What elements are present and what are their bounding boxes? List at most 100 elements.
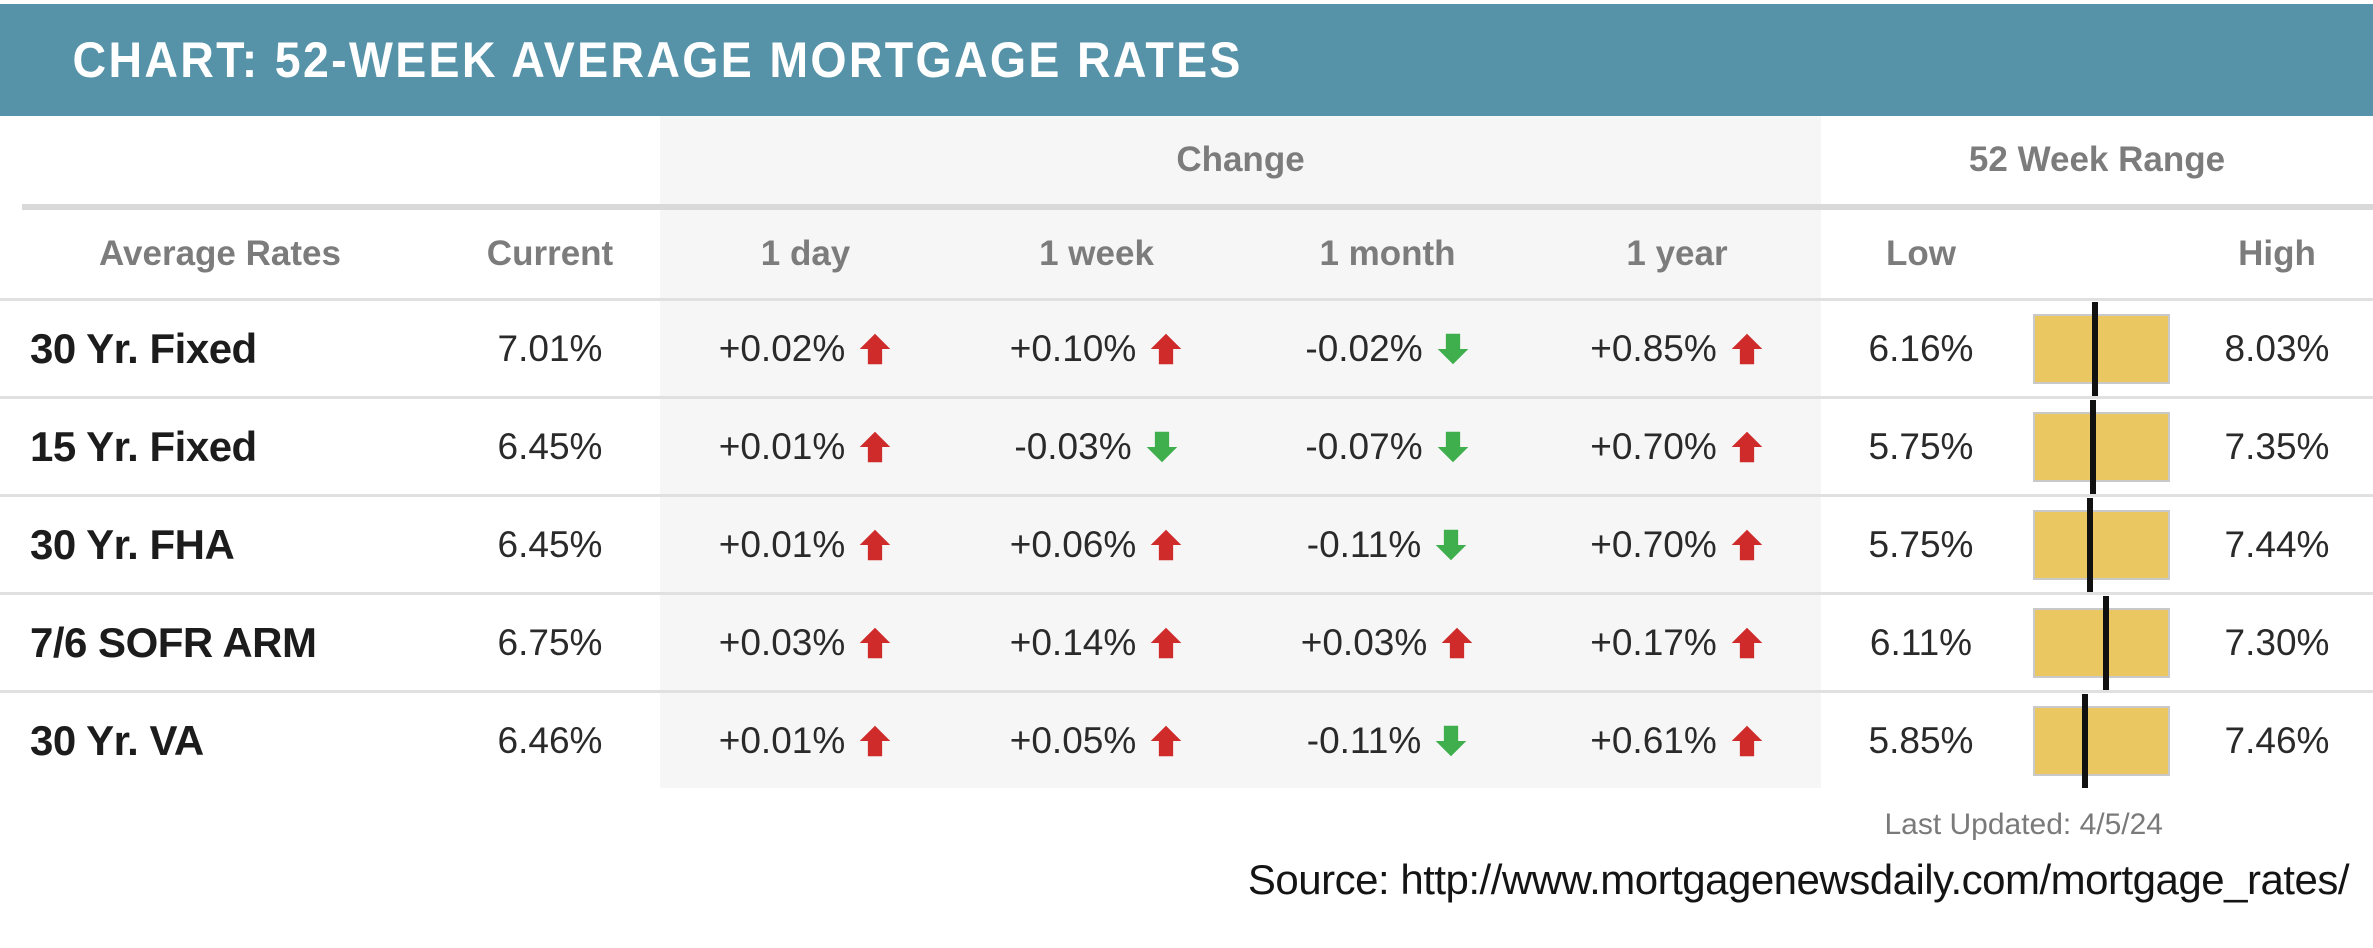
- trend-arrow-icon: [1730, 626, 1764, 660]
- range-bar-cell: [2021, 693, 2181, 788]
- range-bar: [2032, 399, 2170, 494]
- rate-name: 30 Yr. VA: [30, 716, 204, 764]
- high-value: 7.46%: [2224, 719, 2330, 761]
- table-row-30-yr-va: 30 Yr. VA 6.46% +0.01% +0.05% -0.11% +0.…: [0, 690, 2373, 788]
- header-divider: [22, 204, 2373, 210]
- rate-name: 7/6 SOFR ARM: [30, 618, 317, 666]
- rates-table: Change 52 Week Range Average Rates Curre…: [0, 116, 2373, 788]
- change-value: +0.03%: [718, 621, 846, 663]
- title-bar: CHART: 52-WEEK AVERAGE MORTGAGE RATES: [0, 4, 2373, 116]
- table-row-15-yr-fixed: 15 Yr. Fixed 6.45% +0.01% -0.03% -0.07% …: [0, 396, 2373, 494]
- change-1-month-cell: -0.02%: [1242, 301, 1533, 396]
- high-value: 7.44%: [2224, 523, 2330, 565]
- range-bar: [2032, 497, 2170, 592]
- col-header-1-day: 1 day: [760, 234, 851, 273]
- change-1-year-cell: +0.85%: [1533, 301, 1821, 396]
- range-bar-cell: [2021, 497, 2181, 592]
- change-1-week-cell: -0.03%: [951, 399, 1242, 494]
- group-header-row: Change 52 Week Range: [0, 116, 2373, 204]
- change-value: +0.85%: [1590, 327, 1717, 369]
- change-1-year-cell: +0.61%: [1533, 693, 1821, 788]
- change-1-day-cell: +0.01%: [660, 497, 951, 592]
- range-bar: [2032, 595, 2170, 690]
- trend-arrow-icon: [1434, 724, 1468, 758]
- range-bar: [2032, 301, 2170, 396]
- col-header-1-year: 1 year: [1626, 234, 1728, 273]
- change-value: +0.01%: [718, 719, 846, 761]
- change-1-day-cell: +0.01%: [660, 399, 951, 494]
- change-1-month-cell: -0.11%: [1242, 693, 1533, 788]
- trend-arrow-icon: [1149, 332, 1183, 366]
- range-bar-cell: [2021, 399, 2181, 494]
- change-1-week-cell: +0.05%: [951, 693, 1242, 788]
- change-1-month-cell: -0.11%: [1242, 497, 1533, 592]
- high-value: 8.03%: [2224, 327, 2330, 369]
- col-header-low: Low: [1886, 234, 1956, 273]
- trend-arrow-icon: [1149, 528, 1183, 562]
- range-marker: [2089, 399, 2096, 494]
- last-updated-label: Last Updated: 4/5/24: [1884, 808, 2163, 841]
- trend-arrow-icon: [1149, 626, 1183, 660]
- current-rate: 6.75%: [497, 621, 603, 663]
- range-marker: [2092, 301, 2098, 396]
- high-value: 7.30%: [2224, 621, 2330, 663]
- change-value: +0.06%: [1009, 523, 1137, 565]
- trend-arrow-icon: [1436, 332, 1470, 366]
- low-value: 5.75%: [1868, 425, 1974, 467]
- source-label: Source: http://www.mortgagenewsdaily.com…: [1247, 856, 2350, 903]
- trend-arrow-icon: [1730, 528, 1764, 562]
- group-header-52-week-range: 52 Week Range: [1968, 140, 2226, 179]
- change-value: +0.01%: [718, 425, 846, 467]
- range-marker: [2086, 497, 2093, 592]
- trend-arrow-icon: [1149, 724, 1183, 758]
- trend-arrow-icon: [858, 626, 892, 660]
- table-row-30-yr-fixed: 30 Yr. Fixed 7.01% +0.02% +0.10% -0.02% …: [0, 298, 2373, 396]
- change-1-day-cell: +0.03%: [660, 595, 951, 690]
- change-value: +0.70%: [1590, 425, 1717, 467]
- change-value: +0.01%: [718, 523, 846, 565]
- change-value: -0.11%: [1306, 523, 1422, 565]
- range-marker: [2081, 693, 2088, 788]
- trend-arrow-icon: [1730, 332, 1764, 366]
- rate-name: 30 Yr. FHA: [30, 520, 235, 568]
- change-1-year-cell: +0.70%: [1533, 399, 1821, 494]
- trend-arrow-icon: [1440, 626, 1474, 660]
- low-value: 5.85%: [1868, 719, 1974, 761]
- change-1-week-cell: +0.14%: [951, 595, 1242, 690]
- trend-arrow-icon: [1145, 430, 1179, 464]
- high-value: 7.35%: [2224, 425, 2330, 467]
- range-bar-cell: [2021, 595, 2181, 690]
- change-value: +0.02%: [718, 327, 846, 369]
- change-value: -0.07%: [1305, 425, 1423, 467]
- col-header-1-month: 1 month: [1319, 234, 1456, 273]
- range-bar: [2032, 693, 2170, 788]
- low-value: 5.75%: [1868, 523, 1974, 565]
- change-1-day-cell: +0.01%: [660, 693, 951, 788]
- current-rate: 6.46%: [497, 719, 603, 761]
- range-bar-cell: [2021, 301, 2181, 396]
- current-rate: 6.45%: [497, 425, 603, 467]
- trend-arrow-icon: [858, 528, 892, 562]
- change-value: +0.14%: [1009, 621, 1137, 663]
- low-value: 6.11%: [1869, 621, 1973, 663]
- trend-arrow-icon: [1730, 724, 1764, 758]
- change-1-month-cell: +0.03%: [1242, 595, 1533, 690]
- change-value: +0.05%: [1009, 719, 1137, 761]
- trend-arrow-icon: [858, 332, 892, 366]
- change-1-week-cell: +0.10%: [951, 301, 1242, 396]
- trend-arrow-icon: [1434, 528, 1468, 562]
- column-header-row: Average Rates Current 1 day 1 week 1 mon…: [0, 210, 2373, 298]
- page-title: CHART: 52-WEEK AVERAGE MORTGAGE RATES: [72, 32, 1243, 88]
- col-header-high: High: [2238, 234, 2316, 273]
- change-1-year-cell: +0.17%: [1533, 595, 1821, 690]
- change-value: -0.11%: [1306, 719, 1422, 761]
- change-value: +0.70%: [1590, 523, 1717, 565]
- change-value: -0.03%: [1014, 425, 1132, 467]
- rate-name: 15 Yr. Fixed: [30, 422, 257, 470]
- change-section-background: [660, 116, 1821, 788]
- trend-arrow-icon: [858, 430, 892, 464]
- rate-name: 30 Yr. Fixed: [30, 324, 257, 372]
- trend-arrow-icon: [858, 724, 892, 758]
- col-header-current: Current: [486, 234, 614, 273]
